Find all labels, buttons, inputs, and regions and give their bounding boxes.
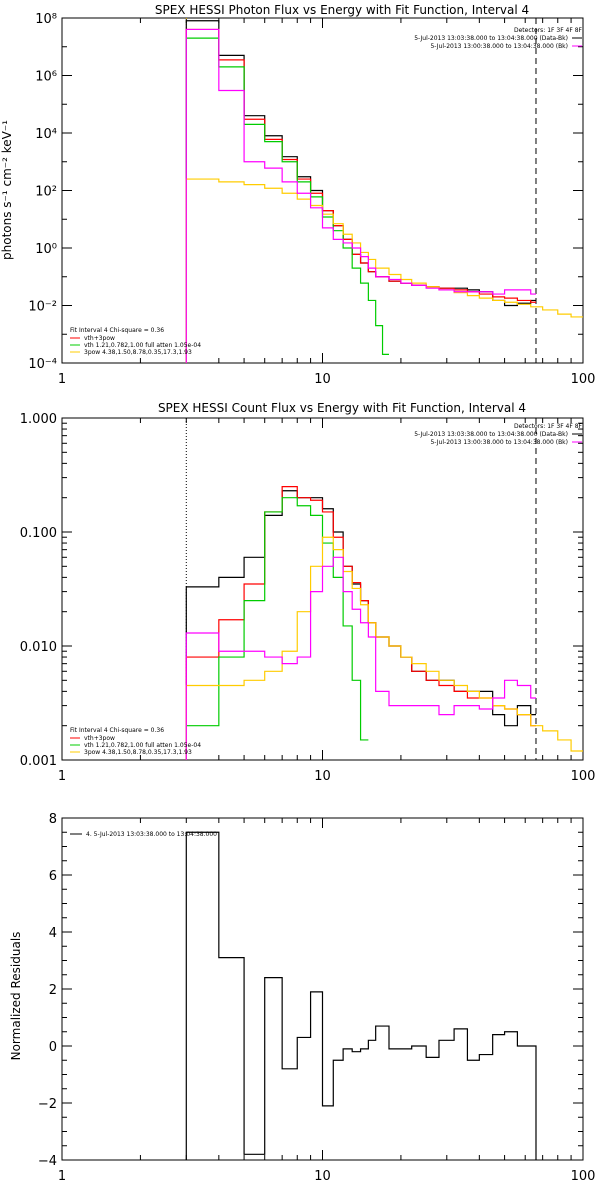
resid-y-tick-label: 0 [49,1040,57,1055]
count-y-tick-label: 0.001 [20,754,57,769]
resid-x-tick-label: 100 [571,1169,596,1184]
photon-x-tick-label: 10 [314,372,331,387]
count-y-tick-label: 0.100 [20,526,57,541]
count-series-pow [185,536,583,760]
photon-legend-line-2: vth 1.21,0.782,1.00 full atten 1.05e-04 [84,342,201,349]
resid-y-tick-label: 8 [49,812,57,827]
photon-legend: Fit Interval 4 Chi-square = 0.36 vth+3po… [70,327,201,356]
resid-y-tick-label: 2 [49,983,57,998]
resid-y-tick-label: 6 [49,869,57,884]
photon-y-axis-label: photons s⁻¹ cm⁻² keV⁻¹ [0,120,14,260]
photon-series-pow [185,178,583,363]
photon-flux-panel: SPEX HESSI Photon Flux vs Energy with Fi… [0,3,595,387]
resid-series-resid [185,831,537,1160]
residuals-note: 4. 5-Jul-2013 13:03:38.000 to 13:04:38.0… [86,831,217,838]
photon-series-vth [185,37,389,363]
photon-series-bk [185,28,536,363]
count-plot-area: 1 10 100 0.001 0.010 0.100 1.000 [20,412,596,784]
photon-header-line-1: 5-Jul-2013 13:03:38.000 to 13:04:38.000 … [414,35,568,42]
residuals-plot-area: 1 10 100 −4 −2 0 2 4 6 8 [38,812,596,1184]
photon-y-tick-label: 10⁶ [35,70,57,85]
photon-legend-line-3: 3pow 4.38,1.50,8.78,0.35,17.3,1.93 [84,349,192,356]
count-legend-line-1: vth+3pow [84,735,115,742]
residuals-y-axis-label: Normalized Residuals [9,932,23,1061]
photon-chart-title: SPEX HESSI Photon Flux vs Energy with Fi… [155,3,529,17]
count-legend-head: Fit Interval 4 Chi-square = 0.36 [70,727,164,734]
count-series-bk [185,556,536,760]
photon-y-tick-label: 10⁻⁴ [28,357,57,372]
count-legend: Fit Interval 4 Chi-square = 0.36 vth+3po… [70,727,201,756]
photon-y-tick-label: 10⁻² [28,300,57,315]
photon-detector-header: Detectors: 1F 3F 4F 8F 5-Jul-2013 13:03:… [414,27,582,50]
count-flux-panel: SPEX HESSI Count Flux vs Energy with Fit… [20,401,596,784]
count-series-vth [185,497,369,760]
count-chart-title: SPEX HESSI Count Flux vs Energy with Fit… [158,401,526,415]
count-x-tick-label: 1 [58,769,66,784]
photon-header-line-2: 5-Jul-2013 13:00:38.000 to 13:04:38.000 … [430,43,568,50]
count-detector-header: Detectors: 1F 3F 4F 8F 5-Jul-2013 13:03:… [414,423,582,446]
photon-series-total [185,28,536,363]
resid-x-tick-label: 10 [314,1169,331,1184]
photon-y-tick-label: 10⁴ [35,127,57,142]
photon-y-tick-label: 10² [35,185,57,200]
resid-y-tick-label: 4 [49,926,57,941]
resid-y-tick-label: −2 [38,1097,57,1112]
photon-x-tick-label: 1 [58,372,66,387]
photon-y-tick-label: 10⁸ [35,12,57,27]
count-header-line-2: 5-Jul-2013 13:00:38.000 to 13:04:38.000 … [430,439,568,446]
count-y-tick-label: 1.000 [20,412,57,427]
photon-legend-head: Fit Interval 4 Chi-square = 0.36 [70,327,164,334]
count-x-tick-label: 100 [571,769,596,784]
residuals-panel: Normalized Residuals 1 10 100 −4 −2 0 2 4 6 8 4. … [9,812,595,1184]
resid-y-tick-label: −4 [38,1154,57,1169]
photon-legend-line-1: vth+3pow [84,335,115,342]
count-legend-line-2: vth 1.21,0.782,1.00 full atten 1.05e-04 [84,742,201,749]
resid-plot-frame [61,817,584,1161]
resid-x-tick-label: 1 [58,1169,66,1184]
photon-series-data [185,20,536,363]
count-y-tick-label: 0.010 [20,640,57,655]
photon-plot-area: 1 10 100 10⁻⁴ 10⁻² 10⁰ 10² 10⁴ 10⁶ 10⁸ [28,12,595,387]
count-legend-line-3: 3pow 4.38,1.50,8.78,0.35,17.3,1.93 [84,749,192,756]
count-header-line-1: 5-Jul-2013 13:03:38.000 to 13:04:38.000 … [414,431,568,438]
count-detectors-label: Detectors: 1F 3F 4F 8F [514,423,583,430]
photon-detectors-label: Detectors: 1F 3F 4F 8F [514,27,583,34]
count-x-tick-label: 10 [314,769,331,784]
photon-y-tick-label: 10⁰ [35,242,57,257]
photon-x-tick-label: 100 [571,372,596,387]
